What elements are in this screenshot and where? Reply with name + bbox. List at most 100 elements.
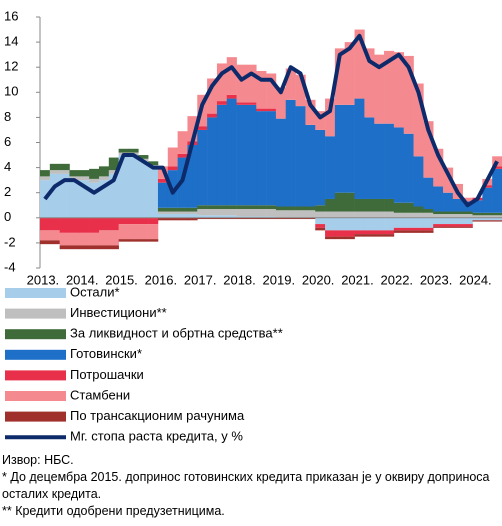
- bar-segment: [305, 210, 316, 218]
- bar-segment: [207, 205, 218, 210]
- bar-segment: [148, 224, 159, 240]
- bar-segment: [98, 230, 110, 246]
- bar-segment: [393, 227, 405, 231]
- bar-segment: [89, 168, 100, 179]
- bar-segment: [285, 210, 296, 218]
- bar-segment: [384, 198, 395, 212]
- bar-segment: [423, 121, 434, 178]
- bar-segment: [236, 217, 247, 220]
- bar-segment: [197, 205, 208, 210]
- bar-segment: [69, 245, 80, 250]
- bar-segment: [295, 206, 306, 211]
- bar-segment: [334, 211, 346, 218]
- y-tick-label: 10: [4, 84, 18, 99]
- bar-segment: [187, 211, 198, 215]
- bar-segment: [344, 42, 355, 105]
- bar-segment: [295, 217, 306, 220]
- legend-swatch: [5, 391, 66, 401]
- bar-segment: [364, 230, 375, 235]
- bar-segment: [59, 245, 70, 250]
- bar-segment: [482, 187, 493, 213]
- bar-segment: [49, 230, 60, 241]
- bar-segment: [226, 217, 237, 220]
- bar-segment: [226, 57, 237, 95]
- bar-segment: [148, 161, 159, 166]
- bar-segment: [246, 217, 257, 220]
- bar-segment: [325, 98, 336, 137]
- bar-segment: [325, 236, 336, 240]
- bar-segment: [462, 197, 473, 202]
- bar-segment: [374, 198, 385, 212]
- bar-segment: [89, 245, 100, 250]
- bar-segment: [354, 217, 365, 231]
- bar-segment: [482, 217, 493, 221]
- bar-segment: [79, 245, 90, 250]
- bar-segment: [452, 224, 463, 227]
- bar-segment: [433, 186, 444, 212]
- y-tick-label: 16: [4, 8, 18, 23]
- bar-segment: [315, 211, 326, 218]
- bar-segment: [325, 211, 336, 218]
- bar-segment: [138, 217, 149, 225]
- bar-segment: [79, 170, 90, 177]
- bar-segment: [98, 217, 110, 231]
- bar-segment: [246, 205, 257, 210]
- bar-segment: [315, 224, 326, 228]
- bar-segment: [433, 211, 444, 215]
- bar-segment: [443, 217, 454, 225]
- bar-segment: [275, 118, 287, 207]
- bar-segment: [157, 211, 169, 215]
- bar-segment: [305, 99, 316, 125]
- bar-segment: [403, 217, 414, 228]
- bar-segment: [177, 214, 188, 218]
- bar-segment: [334, 217, 346, 231]
- growth-line: [43, 33, 499, 208]
- bar-segment: [236, 209, 247, 217]
- bar-segment: [256, 209, 267, 217]
- bar-segment: [354, 211, 365, 218]
- bar-segment: [482, 220, 493, 222]
- bar-segment: [69, 217, 80, 233]
- bar-segment: [40, 217, 51, 231]
- bar-segment: [452, 198, 463, 212]
- bar-segment: [315, 205, 326, 212]
- bar-segment: [167, 147, 178, 167]
- bar-segment: [59, 217, 70, 233]
- bar-segment: [216, 104, 228, 206]
- bar-segment: [413, 156, 424, 207]
- bar-segment: [403, 230, 414, 233]
- bar-segment: [374, 234, 385, 237]
- bar-segment: [108, 170, 119, 174]
- bar-segment: [266, 111, 277, 206]
- legend-swatch: [5, 329, 66, 340]
- bar-segment: [256, 205, 267, 210]
- legend-label: Готовински*: [70, 346, 142, 361]
- legend-swatch: [5, 308, 66, 319]
- y-tick-label: -2: [4, 234, 16, 249]
- bar-segment: [374, 54, 385, 124]
- bar-segment: [40, 176, 51, 181]
- y-tick-label: -4: [4, 259, 16, 274]
- bar-segment: [492, 215, 502, 218]
- bar-segment: [266, 217, 277, 220]
- legend-swatch: [5, 288, 66, 298]
- bar-segment: [187, 217, 198, 221]
- chart: -4 -2 0 2 4 6 8 10 12 14 16 2013. 2014. 2015. 2016. 201…: [4, 8, 502, 444]
- bar-segment: [59, 232, 70, 246]
- bar-segment: [315, 129, 326, 206]
- bar-segment: [403, 227, 414, 231]
- bar-segment: [472, 212, 483, 216]
- bar-segment: [138, 155, 149, 159]
- bar-segment: [207, 117, 218, 206]
- bar-segment: [167, 166, 178, 171]
- bar-segment: [226, 205, 237, 210]
- bar-segment: [256, 111, 267, 206]
- bar-segment: [177, 153, 188, 158]
- bar-segment: [167, 207, 178, 212]
- bar-segment: [374, 211, 385, 218]
- bar-segment: [266, 209, 277, 217]
- bar-segment: [138, 161, 149, 218]
- bar-segment: [374, 217, 385, 231]
- bar-segment: [393, 212, 405, 218]
- note: Извор: НБС.: [2, 453, 74, 467]
